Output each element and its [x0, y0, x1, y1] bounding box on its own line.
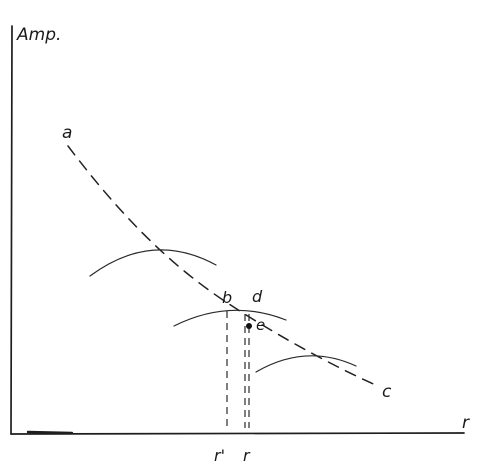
point-b-label: b [222, 288, 232, 307]
curve-end-label: c [382, 382, 392, 402]
point-e-label: e [256, 316, 265, 334]
x-axis [10, 432, 465, 435]
tick-r-label: r [243, 446, 251, 465]
arc-lower [255, 355, 357, 373]
tick-r-prime-label: r' [214, 446, 225, 465]
x-axis-label: r [462, 413, 470, 433]
arc-upper [89, 249, 217, 277]
y-axis-label: Amp. [16, 25, 61, 45]
x-axis-thick-start [26, 430, 74, 435]
y-axis [10, 25, 13, 435]
arc-middle [173, 309, 287, 327]
curve-start-label: a [62, 123, 72, 143]
dashed-curve-a-to-c [67, 145, 379, 387]
point-e-dot [246, 323, 252, 329]
point-d-label: d [252, 287, 263, 306]
